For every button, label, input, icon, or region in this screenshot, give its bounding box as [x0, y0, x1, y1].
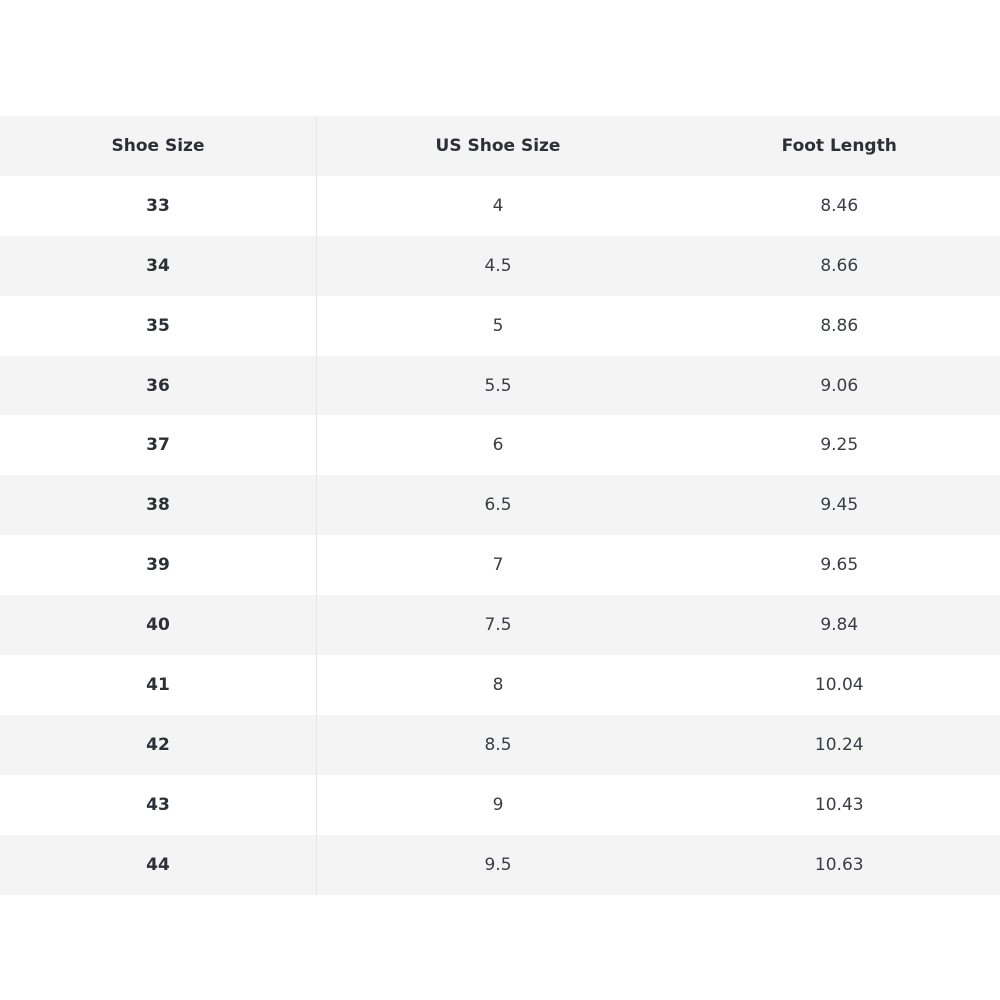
- table-cell: 8: [492, 674, 504, 695]
- table-cell: 42: [0, 714, 317, 775]
- table-cell: 43: [0, 774, 317, 835]
- table-row: 39 7 9.65: [0, 535, 1000, 596]
- table-cell: 44: [0, 834, 317, 895]
- table-cell: 9.45: [820, 495, 859, 516]
- table-cell: 4.5: [484, 255, 512, 276]
- table-cell: 7.5: [484, 615, 512, 636]
- table-row: 35 5 8.86: [0, 295, 1000, 356]
- table-cell: 34: [0, 235, 317, 296]
- table-cell: 36: [0, 355, 317, 416]
- table-cell: 10.63: [814, 854, 864, 875]
- size-table: Shoe Size US Shoe Size Foot Length 33 4 8.46 3…: [0, 116, 1000, 895]
- table-cell: 40: [0, 595, 317, 656]
- table-cell: 4: [492, 195, 504, 216]
- table-row: 43 9 10.43: [0, 774, 1000, 835]
- table-cell: 5: [492, 315, 504, 336]
- header-row: Shoe Size US Shoe Size Foot Length: [0, 116, 1000, 176]
- table-cell: 33: [0, 175, 317, 236]
- table-cell: 9.25: [820, 435, 859, 456]
- table-cell: 9.06: [820, 375, 859, 396]
- table-cell: 5.5: [484, 375, 512, 396]
- table-cell: 6.5: [484, 495, 512, 516]
- table-cell: 6: [492, 435, 504, 456]
- table-row: 36 5.5 9.06: [0, 355, 1000, 416]
- table-cell: 8.46: [820, 195, 859, 216]
- table-row: 38 6.5 9.45: [0, 475, 1000, 536]
- table-cell: 7: [492, 555, 504, 576]
- table-row: 41 8 10.04: [0, 655, 1000, 715]
- table-cell: 9.84: [820, 615, 859, 636]
- table-row: 42 8.5 10.24: [0, 714, 1000, 775]
- table-cell: 41: [0, 655, 317, 715]
- header-cell: Shoe Size: [0, 116, 317, 176]
- table-cell: 39: [0, 535, 317, 596]
- table-cell: 9.5: [484, 854, 512, 875]
- table-cell: 10.43: [814, 794, 864, 815]
- table-cell: 8.66: [820, 255, 859, 276]
- table-row: 40 7.5 9.84: [0, 595, 1000, 656]
- table-row: 37 6 9.25: [0, 415, 1000, 476]
- table-cell: 8.86: [820, 315, 859, 336]
- table-cell: 35: [0, 295, 317, 356]
- header-cell: US Shoe Size: [435, 135, 561, 156]
- table-cell: 10.24: [814, 734, 864, 755]
- table-cell: 37: [0, 415, 317, 476]
- table-cell: 10.04: [814, 674, 864, 695]
- header-cell: Foot Length: [781, 135, 897, 156]
- table-row: 33 4 8.46: [0, 175, 1000, 236]
- table-row: 44 9.5 10.63: [0, 834, 1000, 895]
- table-row: 34 4.5 8.66: [0, 235, 1000, 296]
- table-cell: 9.65: [820, 555, 859, 576]
- table-cell: 38: [0, 475, 317, 536]
- table-cell: 8.5: [484, 734, 512, 755]
- table-cell: 9: [492, 794, 504, 815]
